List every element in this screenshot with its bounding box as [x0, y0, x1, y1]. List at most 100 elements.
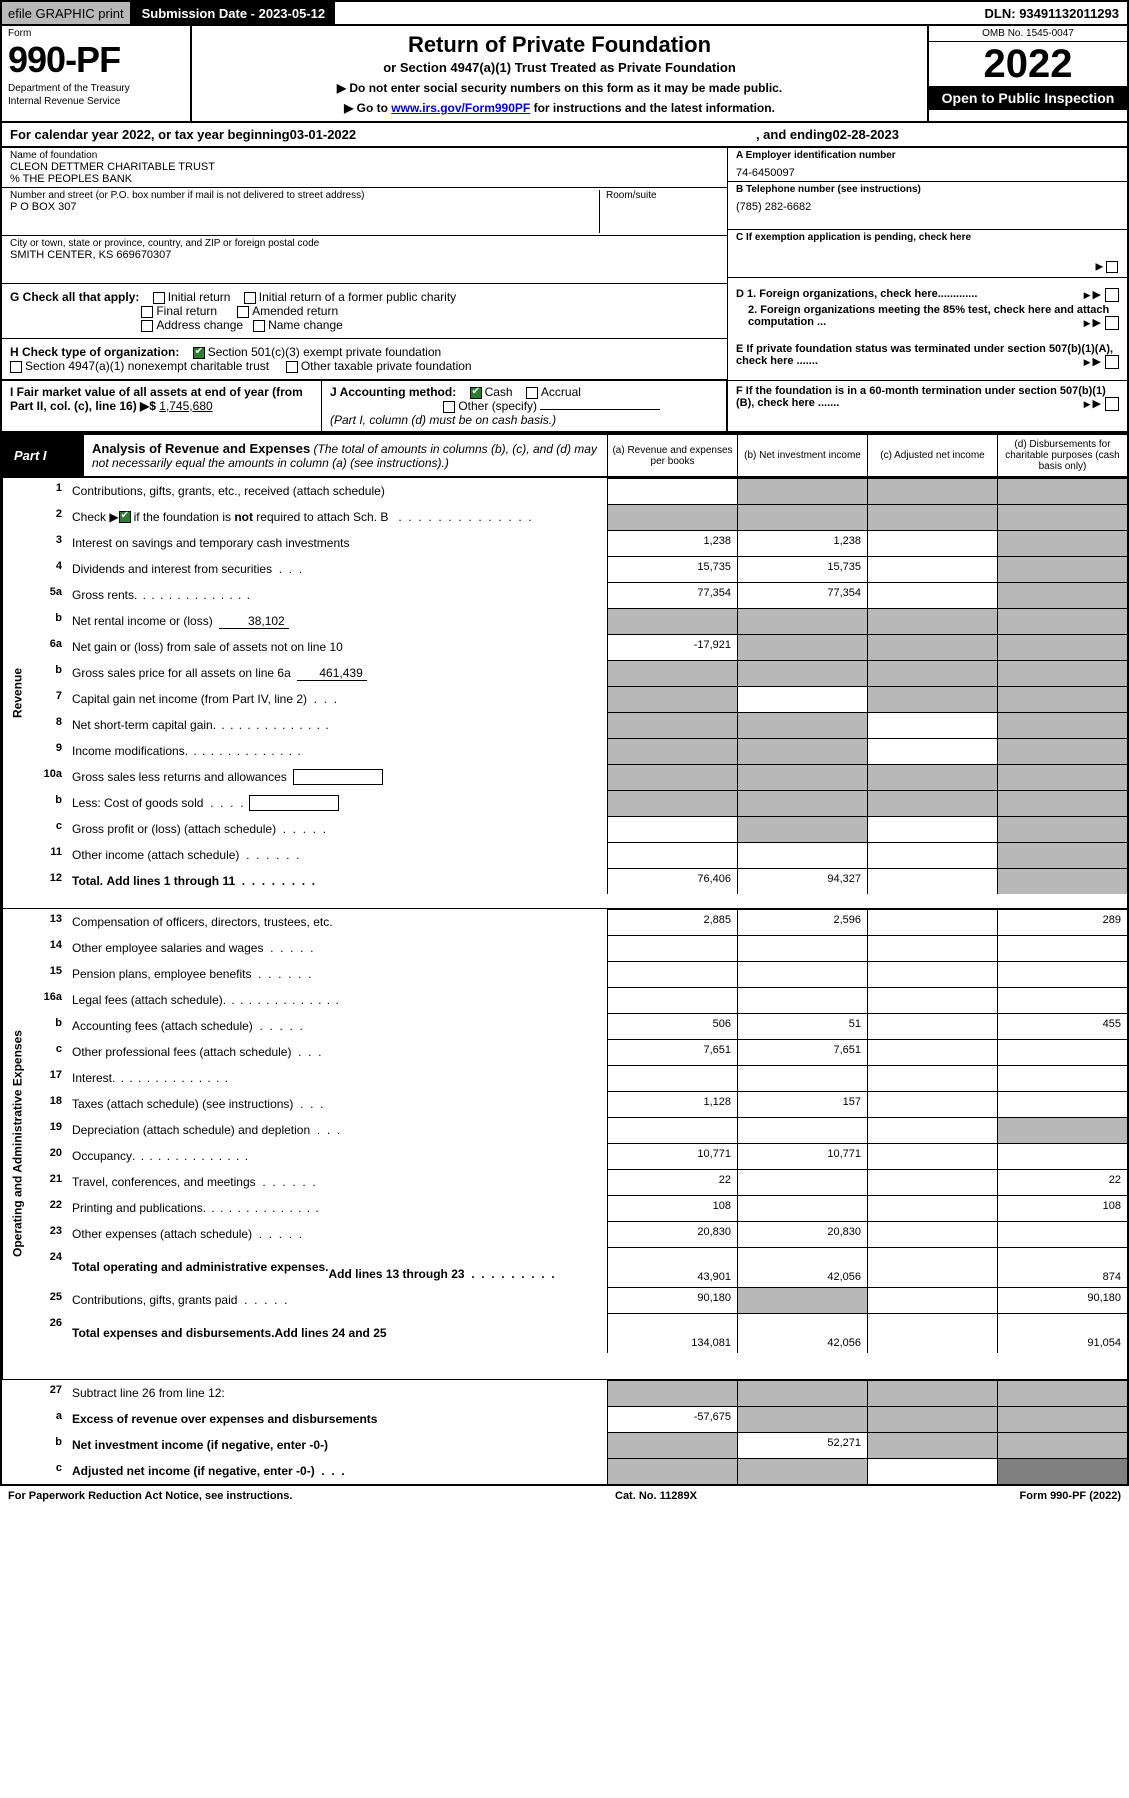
line-16c: c Other professional fees (attach schedu… [32, 1039, 1127, 1065]
submission-date: Submission Date - 2023-05-12 [132, 2, 336, 24]
foundation-name-2: % THE PEOPLES BANK [10, 173, 719, 185]
line-4: 4 Dividends and interest from securities… [32, 556, 1127, 582]
part-1-desc: Analysis of Revenue and Expenses (The to… [84, 435, 607, 476]
street-address: P O BOX 307 [10, 201, 599, 213]
line-18: 18 Taxes (attach schedule) (see instruct… [32, 1091, 1127, 1117]
foundation-name-row: Name of foundation CLEON DETTMER CHARITA… [2, 148, 727, 188]
line-14: 14 Other employee salaries and wages . .… [32, 935, 1127, 961]
g-section: G Check all that apply: Initial return I… [2, 284, 727, 339]
h-501c3-checkbox[interactable] [193, 347, 205, 359]
dept-treasury: Department of the Treasury [8, 83, 184, 94]
part-1-header: Part I Analysis of Revenue and Expenses … [0, 433, 1129, 478]
e-checkbox[interactable] [1105, 355, 1119, 369]
foundation-name-1: CLEON DETTMER CHARITABLE TRUST [10, 161, 719, 173]
city-state-zip: SMITH CENTER, KS 669670307 [10, 249, 719, 261]
g-initial-former-checkbox[interactable] [244, 292, 256, 304]
form-ref: Form 990-PF (2022) [1020, 1490, 1122, 1502]
phone-value: (785) 282-6682 [736, 201, 1119, 213]
line-9: 9 Income modifications [32, 738, 1127, 764]
line-23: 23 Other expenses (attach schedule) . . … [32, 1221, 1127, 1247]
room-suite: Room/suite [599, 190, 719, 233]
line-16a: 16a Legal fees (attach schedule) [32, 987, 1127, 1013]
line-2: 2 Check ▶ if the foundation is not requi… [32, 504, 1127, 530]
f-checkbox[interactable] [1105, 397, 1119, 411]
g-amended-return-checkbox[interactable] [237, 306, 249, 318]
col-a-header: (a) Revenue and expenses per books [607, 435, 737, 476]
h-4947-checkbox[interactable] [10, 361, 22, 373]
line-12: 12 Total. Add lines 1 through 11 . . . .… [32, 868, 1127, 894]
form-number: 990-PF [8, 39, 184, 81]
d2-checkbox[interactable] [1105, 316, 1119, 330]
page-footer: For Paperwork Reduction Act Notice, see … [0, 1486, 1129, 1506]
c-exemption-row: C If exemption application is pending, c… [728, 230, 1127, 278]
form-label: Form [8, 28, 184, 39]
line-21: 21 Travel, conferences, and meetings . .… [32, 1169, 1127, 1195]
line-13: 13 Compensation of officers, directors, … [32, 909, 1127, 935]
i-section: I Fair market value of all assets at end… [2, 381, 322, 431]
sch-b-checkbox[interactable] [119, 511, 131, 523]
line-1: 1 Contributions, gifts, grants, etc., re… [32, 478, 1127, 504]
c-checkbox[interactable] [1106, 261, 1118, 273]
form-subtitle: or Section 4947(a)(1) Trust Treated as P… [198, 60, 921, 75]
entity-block: Name of foundation CLEON DETTMER CHARITA… [0, 148, 1129, 284]
form-note-2: ▶ Go to www.irs.gov/Form990PF for instru… [198, 101, 921, 115]
line-27b: b Net investment income (if negative, en… [2, 1432, 1127, 1458]
line-10b: b Less: Cost of goods sold . . . . [32, 790, 1127, 816]
cat-number: Cat. No. 11289X [615, 1490, 697, 1502]
h-e-row: H Check type of organization: Section 50… [0, 339, 1129, 380]
line-27: 27 Subtract line 26 from line 12: [2, 1380, 1127, 1406]
line-6a: 6a Net gain or (loss) from sale of asset… [32, 634, 1127, 660]
line-8: 8 Net short-term capital gain [32, 712, 1127, 738]
h-other-taxable-checkbox[interactable] [286, 361, 298, 373]
g-d-row: G Check all that apply: Initial return I… [0, 284, 1129, 339]
e-section: E If private foundation status was termi… [727, 339, 1127, 380]
part-1-table: Revenue 1 Contributions, gifts, grants, … [0, 478, 1129, 1486]
line-3: 3 Interest on savings and temporary cash… [32, 530, 1127, 556]
form-note-1: ▶ Do not enter social security numbers o… [198, 81, 921, 95]
j-accrual-checkbox[interactable] [526, 387, 538, 399]
form990pf-link[interactable]: www.irs.gov/Form990PF [391, 101, 530, 115]
line-17: 17 Interest [32, 1065, 1127, 1091]
g-name-change-checkbox[interactable] [253, 320, 265, 332]
g-final-return-checkbox[interactable] [141, 306, 153, 318]
line-6b: b Gross sales price for all assets on li… [32, 660, 1127, 686]
g-address-change-checkbox[interactable] [141, 320, 153, 332]
line-27a: a Excess of revenue over expenses and di… [2, 1406, 1127, 1432]
ein-row: A Employer identification number 74-6450… [728, 148, 1127, 182]
line-15: 15 Pension plans, employee benefits . . … [32, 961, 1127, 987]
form-year-block: OMB No. 1545-0047 2022 Open to Public In… [927, 26, 1127, 121]
line-16b: b Accounting fees (attach schedule) . . … [32, 1013, 1127, 1039]
efile-badge: efile GRAPHIC print [2, 2, 132, 24]
j-other-checkbox[interactable] [443, 401, 455, 413]
tax-year-begin: 03-01-2022 [290, 127, 357, 142]
line-5b: b Net rental income or (loss)38,102 [32, 608, 1127, 634]
col-d-header: (d) Disbursements for charitable purpose… [997, 435, 1127, 476]
j-section: J Accounting method: Cash Accrual Other … [322, 381, 727, 431]
i-j-f-row: I Fair market value of all assets at end… [0, 380, 1129, 433]
tax-year: 2022 [929, 42, 1127, 86]
part-1-label: Part I [2, 435, 84, 476]
form-id-block: Form 990-PF Department of the Treasury I… [2, 26, 192, 121]
ein-value: 74-6450097 [736, 167, 1119, 179]
line-22: 22 Printing and publications 108108 [32, 1195, 1127, 1221]
paperwork-notice: For Paperwork Reduction Act Notice, see … [8, 1490, 292, 1502]
col-c-header: (c) Adjusted net income [867, 435, 997, 476]
line-7: 7 Capital gain net income (from Part IV,… [32, 686, 1127, 712]
line-10c: c Gross profit or (loss) (attach schedul… [32, 816, 1127, 842]
line-26: 26 Total expenses and disbursements. Add… [32, 1313, 1127, 1353]
city-row: City or town, state or province, country… [2, 236, 727, 284]
form-header: Form 990-PF Department of the Treasury I… [0, 26, 1129, 123]
g-initial-return-checkbox[interactable] [153, 292, 165, 304]
line-27c: c Adjusted net income (if negative, ente… [2, 1458, 1127, 1484]
dept-irs: Internal Revenue Service [8, 96, 184, 107]
j-cash-checkbox[interactable] [470, 387, 482, 399]
f-section: F If the foundation is in a 60-month ter… [727, 381, 1127, 431]
omb-number: OMB No. 1545-0047 [929, 26, 1127, 42]
line-6b-amt: 461,439 [297, 666, 367, 681]
col-b-header: (b) Net investment income [737, 435, 867, 476]
form-title: Return of Private Foundation [198, 32, 921, 58]
d1-checkbox[interactable] [1105, 288, 1119, 302]
line-5b-amt: 38,102 [219, 614, 289, 629]
open-inspection: Open to Public Inspection [929, 86, 1127, 110]
calendar-year-row: For calendar year 2022, or tax year begi… [0, 123, 1129, 148]
